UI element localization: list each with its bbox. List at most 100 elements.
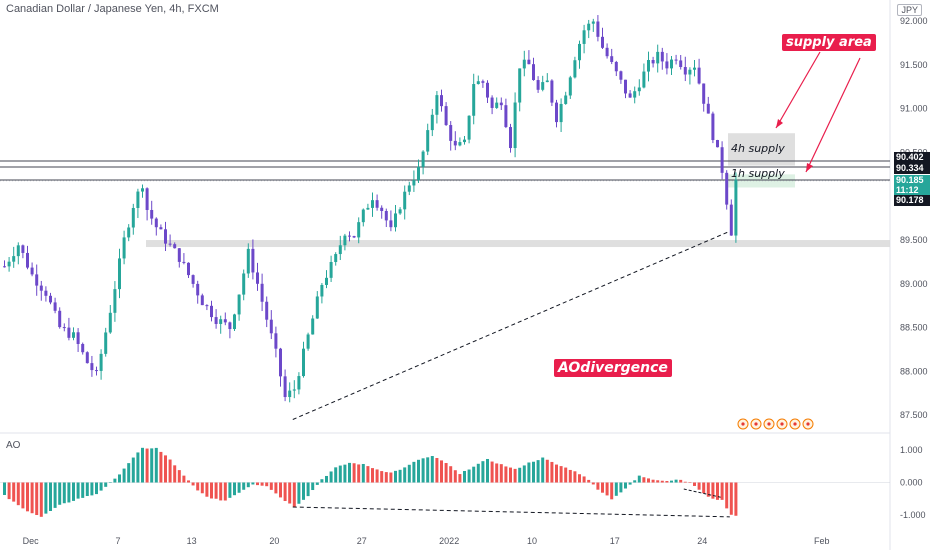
arrowhead-4h — [776, 119, 783, 128]
candle-body — [164, 229, 167, 244]
ao-bar — [131, 457, 135, 483]
ao-bar — [394, 470, 397, 483]
candle-body — [7, 261, 11, 267]
ao-bar — [527, 462, 531, 483]
candle-body — [154, 218, 158, 228]
candle-body — [173, 244, 177, 249]
ao-bar — [168, 459, 172, 483]
ao-bar — [191, 482, 195, 486]
candle-body — [288, 390, 292, 398]
ao-bar — [389, 472, 393, 483]
ao-bar — [274, 482, 278, 494]
ao-bar — [522, 465, 526, 483]
candle-body — [601, 36, 604, 48]
ao-bar — [99, 482, 103, 491]
candle-body — [536, 80, 540, 90]
ao-bar — [670, 480, 673, 483]
candle-body — [150, 209, 154, 219]
candle-body — [495, 102, 499, 108]
candle-body — [688, 69, 692, 75]
candle-body — [458, 142, 462, 146]
ao-bar — [440, 460, 443, 483]
candle-body — [12, 256, 16, 262]
currency-badge[interactable]: JPY — [897, 4, 922, 16]
ao-bar — [357, 464, 361, 483]
candle-body — [81, 343, 85, 353]
ao-bar — [490, 461, 494, 483]
ao-bar — [292, 482, 296, 508]
x-tick-label: 17 — [610, 536, 620, 546]
ao-bar — [472, 466, 476, 483]
ao-bar — [35, 482, 39, 516]
candle-body — [58, 310, 62, 328]
candle-body — [35, 274, 39, 286]
candle-body — [85, 352, 89, 364]
ao-bar — [288, 482, 292, 504]
event-marker-dot — [741, 422, 745, 426]
ao-bar — [76, 482, 80, 499]
ao-bar — [53, 482, 57, 508]
candle-body — [196, 283, 200, 296]
candle-body — [656, 51, 660, 64]
candle-body — [642, 71, 646, 88]
ao-bar — [159, 451, 163, 483]
candle-body — [302, 348, 305, 377]
ao-bar — [177, 470, 181, 483]
zone-4h-supply — [728, 133, 795, 166]
arrowhead-1h — [806, 163, 813, 172]
ao-bar — [693, 482, 696, 486]
ao-bar — [444, 463, 448, 483]
zone-1h-label: 1h supply — [731, 167, 785, 180]
y-tick-label: 87.500 — [900, 410, 928, 420]
ao-bar — [421, 458, 425, 483]
candle-body — [417, 166, 420, 181]
ao-bar — [518, 467, 522, 483]
ao-bar — [711, 482, 715, 499]
ao-bar — [559, 466, 563, 483]
zone-1h-supply — [728, 174, 795, 188]
ao-bar — [591, 482, 595, 485]
candle-body — [237, 294, 241, 315]
ao-bar — [702, 482, 706, 494]
event-marker-dot — [767, 422, 771, 426]
ao-bar — [311, 482, 315, 491]
candle-body — [16, 245, 20, 257]
candle-body — [90, 363, 94, 371]
candle-body — [407, 185, 411, 192]
candle-body — [352, 236, 356, 238]
ao-bar — [283, 482, 287, 501]
candle-body — [279, 348, 282, 377]
candle-body — [72, 332, 75, 338]
ao-bar — [398, 469, 402, 483]
candle-body — [44, 290, 48, 296]
ao-bar — [21, 482, 25, 509]
candle-body — [559, 103, 563, 123]
candle-body — [398, 209, 402, 214]
candle-body — [679, 60, 683, 68]
candle-body — [292, 389, 296, 391]
ao-bar — [513, 468, 517, 483]
candle-body — [99, 353, 103, 371]
ao-bar — [136, 452, 140, 483]
ao-bar — [417, 459, 420, 483]
candle-body — [729, 204, 733, 236]
ao-bar — [536, 460, 540, 483]
ao-bar — [173, 465, 177, 483]
candle-body — [430, 114, 434, 131]
candle-body — [490, 97, 494, 108]
ao-bar — [486, 458, 489, 483]
ao-bar — [39, 482, 43, 517]
candle-body — [53, 302, 57, 311]
ao-bar — [302, 482, 305, 500]
y-tick-label: 91.500 — [900, 60, 928, 70]
candle-body — [136, 191, 140, 208]
ao-bar — [210, 482, 213, 499]
candle-body — [693, 67, 696, 70]
indicator-label: AO — [6, 440, 21, 451]
ao-y-tick-label: -1.000 — [900, 510, 926, 520]
candle-body — [706, 103, 710, 114]
ao-bar — [325, 475, 328, 483]
candle-body — [702, 83, 706, 104]
ao-bar — [104, 482, 108, 487]
candle-body — [725, 172, 729, 205]
